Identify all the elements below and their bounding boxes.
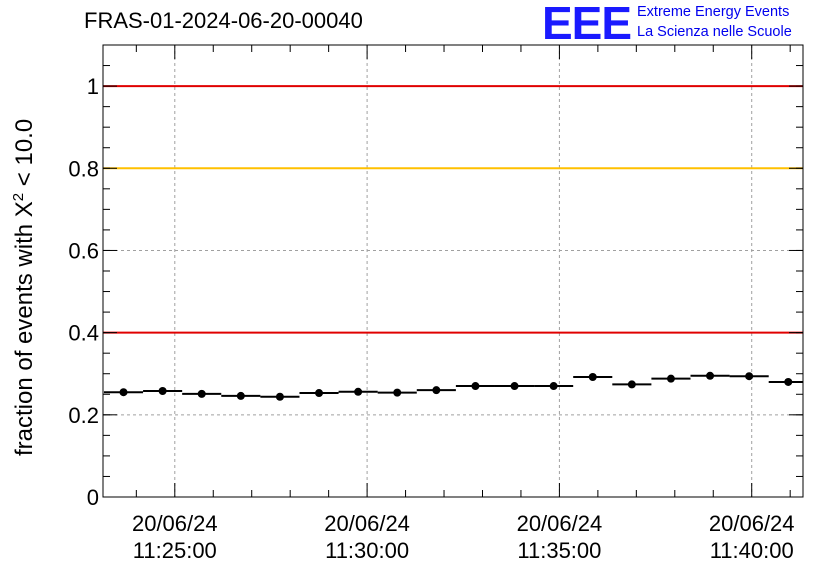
data-point (432, 386, 441, 395)
data-point (706, 371, 715, 380)
x-tick-date-label: 20/06/24 (517, 511, 603, 536)
data-point (627, 380, 636, 389)
data-point (510, 382, 519, 391)
data-point (236, 391, 245, 400)
data-point (588, 373, 597, 382)
data-point (119, 388, 128, 397)
y-tick-label: 0.2 (68, 403, 99, 428)
data-point (666, 374, 675, 383)
data-point (471, 382, 480, 391)
data-point (315, 389, 324, 398)
data-point (197, 389, 206, 398)
data-point (275, 392, 284, 401)
plot-frame (102, 44, 804, 498)
data-point (784, 377, 793, 386)
x-tick-time-label: 11:40:00 (710, 538, 794, 563)
y-tick-label: 0.6 (68, 238, 99, 263)
chart-title: FRAS-01-2024-06-20-00040 (84, 8, 363, 33)
x-tick-date-label: 20/06/24 (709, 511, 795, 536)
data-point (745, 372, 754, 381)
data-point (549, 382, 558, 391)
y-tick-label: 0.8 (68, 156, 99, 181)
data-point (393, 388, 402, 397)
x-tick-time-label: 11:25:00 (133, 538, 217, 563)
x-tick-date-label: 20/06/24 (132, 511, 218, 536)
data-point (158, 386, 167, 395)
x-tick-date-label: 20/06/24 (324, 511, 410, 536)
eee-logo: EEE (542, 0, 632, 49)
y-tick-label: 0 (87, 485, 99, 510)
y-tick-label: 1 (87, 74, 99, 99)
logo-line-2: La Scienza nelle Scuole (637, 24, 792, 40)
data-point (354, 387, 363, 396)
x-tick-time-label: 11:35:00 (517, 538, 601, 563)
x-tick-time-label: 11:30:00 (325, 538, 409, 563)
y-tick-label: 0.4 (68, 321, 99, 346)
logo-line-1: Extreme Energy Events (637, 4, 790, 20)
